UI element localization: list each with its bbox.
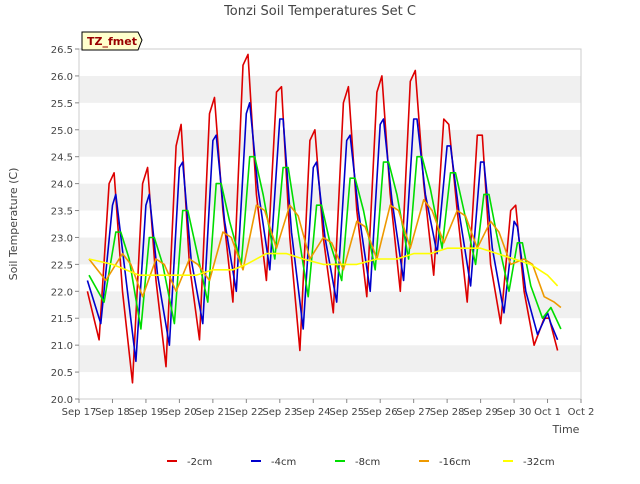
- grid-bands: [79, 49, 581, 399]
- x-tick-label: Sep 24: [296, 407, 331, 418]
- badge-label: TZ_fmet: [87, 35, 137, 48]
- x-tick-label: Sep 26: [363, 407, 398, 418]
- legend-label: -16cm: [439, 457, 471, 468]
- chart-title: Tonzi Soil Temperatures Set C: [223, 4, 416, 19]
- y-tick-label: 22.0: [51, 287, 73, 298]
- grid-band: [79, 345, 581, 373]
- y-tick-label: 24.5: [51, 153, 73, 164]
- x-tick-label: Sep 20: [162, 407, 197, 418]
- y-axis-label: Soil Temperature (C): [7, 168, 20, 281]
- grid-band: [79, 318, 581, 346]
- series-line-minus-4cm: [86, 102, 559, 363]
- y-tick-label: 25.0: [51, 126, 73, 137]
- legend-label: -2cm: [187, 457, 212, 468]
- series-lines: [86, 53, 562, 384]
- grid-band: [79, 129, 581, 157]
- x-tick-label: Sep 22: [229, 407, 264, 418]
- x-tick-label: Sep 25: [329, 407, 364, 418]
- y-tick-label: 22.5: [51, 260, 73, 271]
- y-tick-label: 24.0: [51, 180, 73, 191]
- y-tick-label: 23.5: [51, 207, 73, 218]
- y-tick-label: 20.0: [51, 395, 73, 406]
- legend-label: -8cm: [355, 457, 380, 468]
- x-tick-label: Sep 30: [497, 407, 532, 418]
- x-tick-label: Sep 29: [463, 407, 498, 418]
- grid-band: [79, 102, 581, 130]
- legend: -2cm -4cm -8cm -16cm -32cm: [167, 457, 555, 468]
- legend-label: -32cm: [523, 457, 555, 468]
- y-tick-label: 26.5: [51, 45, 73, 56]
- grid-band: [79, 372, 581, 399]
- x-tick-label: Sep 19: [129, 407, 164, 418]
- legend-label: -4cm: [271, 457, 296, 468]
- series-line-minus-16cm: [88, 199, 562, 309]
- x-tick-label: Oct 2: [568, 407, 595, 418]
- grid-band: [79, 49, 581, 76]
- x-axis-label: Time: [552, 423, 580, 436]
- grid-band: [79, 183, 581, 211]
- x-tick-label: Sep 21: [195, 407, 230, 418]
- grid-band: [79, 75, 581, 103]
- series-line-minus-32cm: [88, 247, 559, 287]
- y-tick-label: 20.5: [51, 368, 73, 379]
- y-tick-label: 25.5: [51, 99, 73, 110]
- plot-frame: [78, 48, 582, 400]
- y-axis: 20.0 20.5 21.0 21.5 22.0 22.5 23.0 23.5 24.0 24.5…: [51, 45, 79, 406]
- y-tick-label: 23.0: [51, 233, 73, 244]
- grid-band: [79, 156, 581, 184]
- x-tick-label: Sep 27: [396, 407, 431, 418]
- badge-shape: [81, 31, 143, 51]
- x-tick-label: Sep 28: [430, 407, 465, 418]
- x-tick-label: Sep 17: [62, 407, 97, 418]
- x-tick-label: Oct 1: [534, 407, 561, 418]
- y-tick-label: 26.0: [51, 72, 73, 83]
- series-line-minus-8cm: [88, 155, 562, 330]
- tz-fmet-badge: TZ_fmet: [81, 31, 143, 51]
- y-tick-label: 21.5: [51, 314, 73, 325]
- grid-band: [79, 210, 581, 238]
- x-tick-label: Sep 18: [95, 407, 130, 418]
- y-tick-label: 21.0: [51, 341, 73, 352]
- x-tick-label: Sep 23: [262, 407, 297, 418]
